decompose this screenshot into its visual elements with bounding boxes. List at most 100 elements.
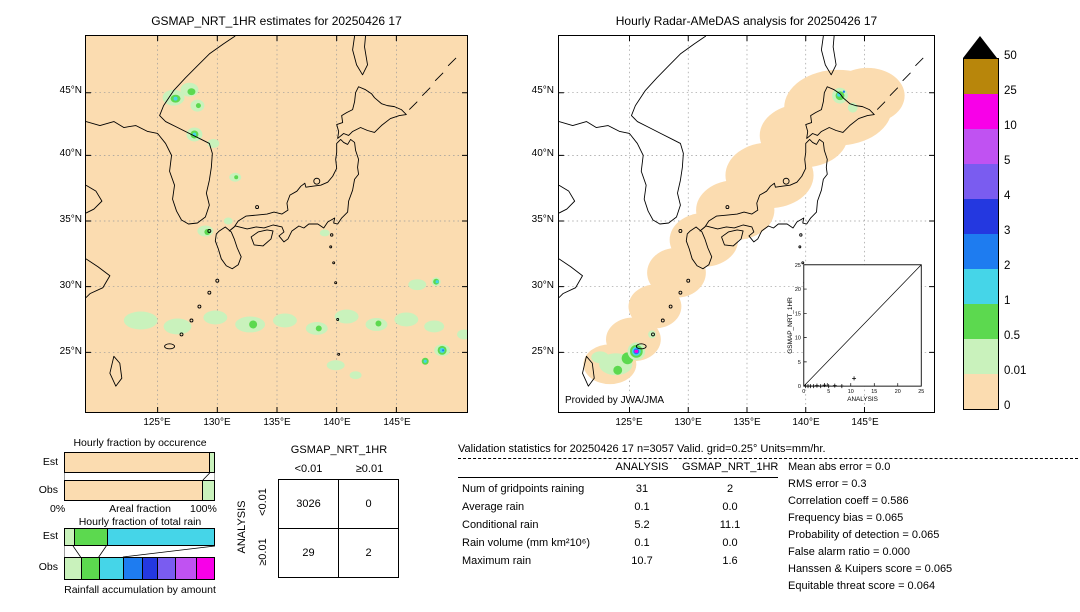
- bar-segment: [99, 558, 124, 579]
- contingency-row-group: ANALYSIS: [236, 500, 248, 554]
- legend-swatch: [964, 199, 998, 234]
- lat-tick-label: 40°N: [59, 148, 82, 159]
- legend-colorbar: [963, 58, 999, 410]
- legend-overflow-triangle: [963, 36, 997, 58]
- stat-row-label: Maximum rain: [462, 555, 532, 567]
- lon-tick-label: 130°E: [674, 417, 702, 428]
- contingency-row-label: ≥0.01: [257, 538, 269, 566]
- svg-text:10: 10: [848, 389, 854, 395]
- occurrence-connectors: [64, 473, 215, 480]
- diagonal-reference-line: [803, 264, 922, 387]
- svg-text:25: 25: [918, 389, 924, 395]
- bar-segment: [157, 558, 176, 579]
- svg-text:25: 25: [795, 263, 801, 269]
- contingency-row-label: <0.01: [257, 488, 269, 516]
- svg-text:10: 10: [795, 336, 801, 342]
- stat-analysis-value: 0.1: [634, 537, 650, 549]
- areal-fraction-label: Areal fraction: [109, 503, 171, 515]
- analysis-col-header: ANALYSIS: [615, 461, 669, 473]
- left-map: [85, 35, 468, 413]
- lon-tick-label: 135°E: [733, 417, 761, 428]
- legend-swatch: [964, 59, 998, 94]
- svg-text:5: 5: [798, 360, 801, 366]
- lon-tick-label: 140°E: [792, 417, 820, 428]
- occurrence-title: Hourly fraction by occurence: [73, 437, 207, 449]
- contingency-col-group: GSMAP_NRT_1HR: [290, 444, 388, 456]
- legend-tick-label: 4: [1004, 190, 1011, 202]
- svg-text:5: 5: [827, 389, 830, 395]
- validation-title: Validation statistics for 20250426 17 n=…: [458, 443, 826, 455]
- occurrence-obs-bar: [64, 480, 215, 501]
- bar-segment: [65, 529, 74, 545]
- legend-tick-label: 0.5: [1004, 330, 1020, 342]
- left-map-canvas: [86, 36, 467, 412]
- legend-swatch: [964, 269, 998, 304]
- total-rain-obs-label: Obs: [38, 561, 58, 573]
- score-line: False alarm ratio = 0.000: [788, 546, 910, 558]
- contingency-cell: 3026: [278, 479, 339, 529]
- rainfall-accumulation-caption: Rainfall accumulation by amount: [64, 584, 216, 596]
- stat-gsmap-value: 11.1: [719, 519, 741, 531]
- legend-swatch: [964, 339, 998, 374]
- inset-ylabel: GSMAP_NRT_1HR: [787, 297, 794, 354]
- right-map: 0 5 10 15 20 25 0 5 10 15 20 25 ANALYSIS…: [558, 35, 935, 413]
- right-map-canvas: 0 5 10 15 20 25 0 5 10 15 20 25 ANALYSIS…: [559, 36, 934, 412]
- lat-tick-label: 30°N: [59, 280, 82, 291]
- bar-segment: [65, 558, 82, 579]
- occurrence-est-bar: [64, 452, 215, 473]
- score-line: RMS error = 0.3: [788, 478, 867, 490]
- bar-segment: [81, 558, 100, 579]
- svg-text:20: 20: [795, 287, 801, 293]
- lon-tick-label: 130°E: [203, 417, 231, 428]
- inset-axis-ticks: [803, 288, 899, 387]
- legend-swatch: [964, 129, 998, 164]
- stat-gsmap-value: 0.0: [722, 537, 738, 549]
- score-line: Correlation coeff = 0.586: [788, 495, 909, 507]
- lat-tick-label: 45°N: [531, 85, 554, 96]
- bar-segment: [123, 558, 143, 579]
- contingency-col-label: ≥0.01: [355, 463, 384, 475]
- svg-text:0: 0: [798, 384, 801, 390]
- lat-tick-label: 40°N: [531, 148, 554, 159]
- legend-tick-label: 0: [1004, 400, 1011, 412]
- total-rain-connectors: [64, 546, 215, 557]
- scatter-points: [803, 376, 857, 389]
- score-line: Mean abs error = 0.0: [788, 461, 891, 473]
- lon-tick-label: 125°E: [143, 417, 171, 428]
- stat-gsmap-value: 1.6: [722, 555, 738, 567]
- legend-tick-label: 2: [1004, 260, 1011, 272]
- bar-segment: [175, 558, 197, 579]
- lat-tick-label: 35°N: [531, 214, 554, 225]
- total-rain-title: Hourly fraction of total rain: [78, 516, 202, 528]
- lon-tick-label: 135°E: [263, 417, 291, 428]
- contingency-col-label: <0.01: [294, 463, 323, 475]
- stat-row-label: Rain volume (mm km²10⁶): [462, 537, 590, 549]
- stat-row-label: Num of gridpoints raining: [462, 483, 585, 495]
- divider-dashed: [458, 458, 1078, 459]
- stat-row-label: Average rain: [462, 501, 525, 513]
- inset-scatter-plot: 0 5 10 15 20 25 0 5 10 15 20 25 ANALYSIS…: [787, 263, 924, 403]
- right-map-title: Hourly Radar-AMeDAS analysis for 2025042…: [615, 14, 878, 28]
- total-rain-est-label: Est: [42, 530, 58, 542]
- lon-tick-label: 140°E: [323, 417, 351, 428]
- lat-tick-label: 45°N: [59, 85, 82, 96]
- occurrence-obs-label: Obs: [38, 484, 58, 496]
- legend-tick-label: 3: [1004, 225, 1011, 237]
- legend-tick-label: 50: [1004, 50, 1017, 62]
- lon-tick-label: 145°E: [383, 417, 411, 428]
- stat-gsmap-value: 2: [726, 483, 734, 495]
- precipitation-blobs-right: [583, 67, 905, 385]
- legend-tick-label: 10: [1004, 120, 1017, 132]
- bar-segment: [106, 529, 214, 545]
- stat-analysis-value: 0.1: [634, 501, 650, 513]
- header-underline: [458, 477, 778, 478]
- bar-segment: [73, 529, 107, 545]
- legend-tick-label: 0.01: [1004, 365, 1027, 377]
- inset-xlabel: ANALYSIS: [847, 396, 878, 403]
- stat-analysis-value: 31: [635, 483, 649, 495]
- gsmap-field-background: [86, 36, 467, 412]
- legend-tick-label: 5: [1004, 155, 1011, 167]
- left-map-title: GSMAP_NRT_1HR estimates for 20250426 17: [151, 14, 402, 28]
- lon-tick-label: 125°E: [615, 417, 643, 428]
